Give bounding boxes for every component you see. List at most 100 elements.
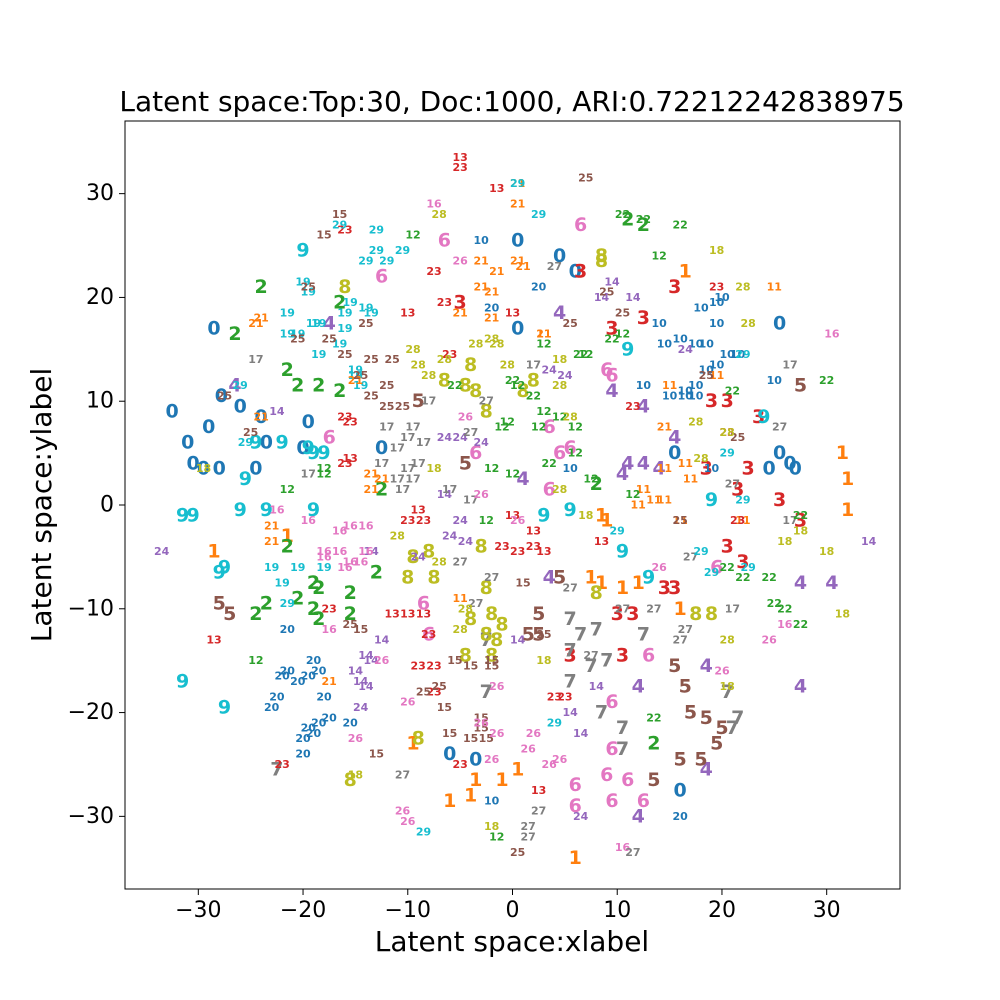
point-label: 8 [485, 603, 498, 625]
point-label: 11 [657, 462, 672, 475]
point-label: 11 [631, 499, 646, 512]
point-label: 2 [228, 323, 241, 345]
point-label: 25 [301, 281, 316, 294]
point-label: 24 [442, 530, 458, 543]
point-label: 24 [542, 364, 558, 377]
point-label: 2 [344, 603, 357, 625]
point-label: 21 [484, 286, 499, 299]
point-label: 8 [689, 603, 702, 625]
point-label: 2 [647, 733, 660, 755]
point-label: 27 [772, 421, 787, 434]
point-label: 24 [458, 535, 474, 548]
point-label: 17 [405, 421, 420, 434]
point-label: 25 [730, 431, 745, 444]
point-label: 29 [740, 561, 755, 574]
point-label: 12 [552, 410, 567, 423]
point-label: 4 [605, 380, 618, 402]
point-label: 6 [574, 214, 587, 236]
point-label: 2 [637, 214, 650, 236]
point-label: 16 [824, 327, 840, 340]
point-label: 0 [443, 743, 456, 765]
point-label: 8 [469, 380, 482, 402]
point-label: 1 [595, 504, 608, 526]
point-label: 2 [254, 276, 267, 298]
point-label: 21 [452, 307, 467, 320]
point-label: 6 [543, 416, 556, 438]
point-label: 6 [637, 790, 650, 812]
point-label: 12 [578, 348, 593, 361]
point-label: 29 [735, 493, 750, 506]
point-label: 23 [322, 602, 337, 615]
point-label: 7 [637, 624, 650, 646]
point-label: 20 [280, 623, 296, 636]
point-label: 2 [312, 375, 325, 397]
point-label: 6 [569, 795, 582, 817]
point-label: 7 [616, 738, 629, 760]
point-label: 27 [452, 556, 467, 569]
point-label: 23 [400, 514, 415, 527]
point-label: 21 [264, 519, 279, 532]
point-label: 20 [672, 810, 688, 823]
point-label: 4 [632, 805, 645, 827]
point-label: 0 [789, 458, 802, 480]
point-label: 27 [547, 260, 562, 273]
point-label: 17 [400, 431, 415, 444]
point-label: 23 [709, 281, 724, 294]
point-label: 3 [453, 292, 466, 314]
x-tick-label: 0 [506, 898, 520, 923]
point-label: 6 [375, 266, 388, 288]
point-label: 21 [374, 473, 389, 486]
point-label: 14 [594, 291, 610, 304]
point-label: 0 [569, 261, 582, 283]
point-label: 4 [616, 463, 629, 485]
point-label: 28 [421, 369, 436, 382]
point-label: 16 [358, 519, 374, 532]
point-label: 25 [699, 369, 714, 382]
point-label: 7 [563, 639, 576, 661]
point-label: 27 [531, 805, 546, 818]
point-label: 9 [621, 338, 634, 360]
point-label: 3 [626, 603, 639, 625]
point-label: 9 [260, 499, 273, 521]
point-label: 26 [489, 680, 505, 693]
point-label: 11 [683, 473, 698, 486]
point-label: 25 [353, 369, 368, 382]
point-label: 12 [625, 488, 640, 501]
point-label: 21 [253, 410, 268, 423]
point-label: 24 [678, 343, 694, 356]
point-label: 21 [489, 265, 504, 278]
point-label: 22 [819, 374, 834, 387]
point-label: 13 [594, 535, 609, 548]
point-label: 19 [337, 322, 352, 335]
point-label: 0 [181, 432, 194, 454]
point-label: 4 [700, 655, 713, 677]
point-label: 27 [725, 478, 740, 491]
point-label: 2 [291, 375, 304, 397]
point-label: 0 [553, 245, 566, 267]
point-label: 21 [264, 535, 279, 548]
point-label: 25 [562, 317, 577, 330]
point-label: 22 [573, 348, 588, 361]
point-label: 13 [400, 307, 415, 320]
point-label: 15 [473, 711, 488, 724]
point-label: 27 [583, 649, 598, 662]
point-label: 1 [406, 733, 419, 755]
point-label: 3 [773, 489, 786, 511]
point-label: 22 [646, 711, 661, 724]
point-label: 10 [484, 794, 500, 807]
point-label: 19 [306, 317, 321, 330]
point-label: 12 [479, 514, 494, 527]
point-label: 25 [432, 680, 447, 693]
point-label: 15 [316, 229, 331, 242]
point-label: 9 [239, 468, 252, 490]
point-label: 23 [494, 540, 509, 553]
point-label: 7 [721, 681, 734, 703]
point-label: 25 [243, 426, 258, 439]
point-label: 13 [400, 608, 415, 621]
point-label: 12 [405, 229, 420, 242]
point-label: 4 [323, 312, 336, 334]
point-label: 18 [777, 535, 792, 548]
point-label: 29 [233, 379, 248, 392]
point-label: 9 [275, 432, 288, 454]
point-label: 13 [505, 509, 520, 522]
